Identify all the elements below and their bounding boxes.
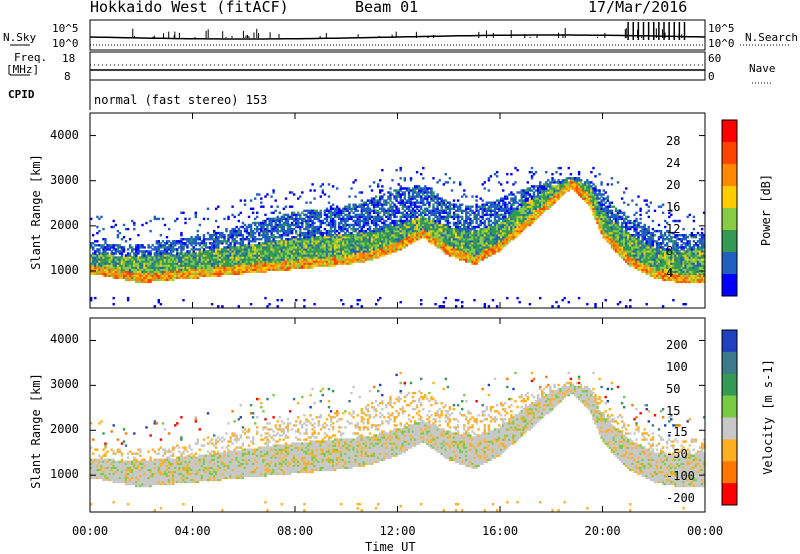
station-title: Hokkaido West (fitACF): [90, 0, 289, 16]
x-tick-label: 16:00: [482, 524, 519, 538]
y-tick-label: 2000: [50, 422, 79, 437]
x-tick-label: 08:00: [277, 524, 314, 538]
y-tick-label: 1000: [50, 262, 79, 277]
y-tick-label: 1000: [50, 467, 79, 482]
velocity-ylabel: Slant Range [km]: [28, 373, 43, 489]
velocity-colorbar-label: Velocity [m s-1]: [760, 359, 775, 475]
velocity-colorbar-tick: -100: [666, 469, 695, 484]
velocity-heatmap: [90, 371, 706, 512]
x-tick-label: 12:00: [379, 524, 416, 538]
x-axis-label: Time UT: [365, 540, 416, 554]
power-colorbar-tick: 12: [666, 222, 681, 236]
top-panel-lines: [10, 22, 790, 84]
x-tick-label: 20:00: [584, 524, 621, 538]
beam-label: Beam 01: [355, 0, 419, 16]
velocity-colorbar-tick: 100: [666, 359, 688, 374]
velocity-colorbar-tick: -200: [666, 491, 695, 506]
x-tick-label: 00:00: [687, 524, 724, 538]
power-colorbar-tick: 28: [666, 134, 681, 148]
nave-tick-top: 60: [708, 52, 722, 65]
y-tick-label: 3000: [50, 377, 79, 392]
power-colorbar-tick: 4: [666, 266, 674, 280]
x-tick-label: 04:00: [174, 524, 211, 538]
velocity-colorbar: [721, 329, 738, 506]
power-colorbar-label: Power [dB]: [759, 173, 774, 247]
cpid-text: normal (fast stereo) 153: [94, 93, 268, 107]
velocity-colorbar-tick: -50: [666, 447, 688, 462]
velocity-colorbar-tick: 50: [666, 381, 681, 396]
date-label: 17/Mar/2016: [588, 0, 688, 16]
y-tick-label: 2000: [50, 217, 79, 232]
power-colorbar-tick: 20: [666, 178, 681, 192]
velocity-colorbar-tick: 15: [666, 403, 681, 418]
y-tick-label: 4000: [50, 127, 79, 142]
nsearch-label: N.Search: [745, 31, 798, 44]
freq-tick-top: 18: [62, 52, 76, 65]
nave-label: Nave: [749, 62, 776, 75]
nave-tick-bottom: 0: [708, 70, 715, 83]
power-colorbar-tick: 8: [666, 244, 674, 258]
power-colorbar: [721, 119, 738, 297]
power-colorbar-tick: 16: [666, 200, 681, 214]
y-tick-label: 4000: [50, 332, 79, 347]
velocity-colorbar-tick: -15: [666, 425, 688, 440]
cpid-label: CPID: [8, 88, 35, 101]
power-ylabel: Slant Range [km]: [28, 154, 43, 270]
counts-tick-top: 10^5: [52, 22, 79, 35]
velocity-colorbar-tick: 200: [666, 337, 688, 352]
freq-tick-bottom: 8: [64, 70, 71, 83]
y-tick-label: 3000: [50, 172, 79, 187]
counts-tick-top-right: 10^5: [708, 22, 735, 35]
freq-label: Freq.: [14, 51, 48, 64]
power-colorbar-tick: 24: [666, 156, 681, 170]
x-tick-label: 00:00: [72, 524, 109, 538]
counts-tick-bottom-right: 10^0: [708, 37, 735, 50]
freq-unit: [MHz]: [6, 63, 40, 76]
axis-ticks: [89, 113, 706, 512]
counts-tick-bottom: 10^0: [52, 37, 79, 50]
power-heatmap: [90, 166, 706, 308]
nsky-label: N.Sky: [3, 31, 37, 44]
